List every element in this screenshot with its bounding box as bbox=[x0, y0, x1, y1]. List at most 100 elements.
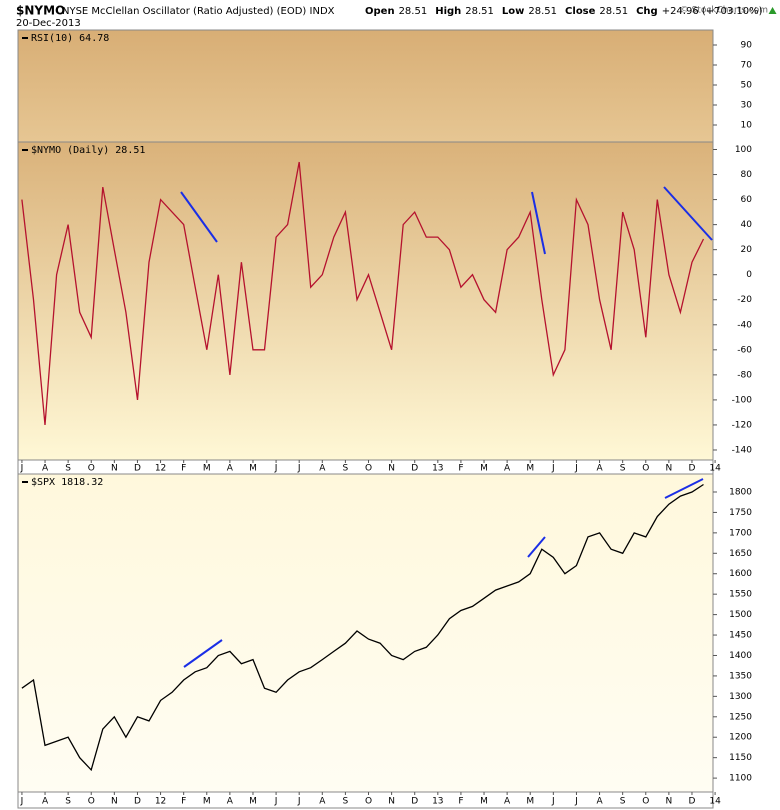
panel-label: $SPX 1818.32 bbox=[31, 477, 103, 488]
trend-line bbox=[664, 478, 704, 499]
x-tick-label: D bbox=[689, 797, 696, 807]
y-tick-label: 1200 bbox=[729, 733, 752, 743]
x-tick-label: A bbox=[227, 464, 234, 474]
y-tick-label: 50 bbox=[741, 81, 753, 91]
quote-label: Chg bbox=[636, 6, 658, 17]
date: 20-Dec-2013 bbox=[16, 18, 81, 29]
x-tick-label: M bbox=[249, 797, 257, 807]
y-tick-label: -120 bbox=[732, 420, 753, 430]
x-tick-label: D bbox=[689, 464, 696, 474]
x-tick-label: 12 bbox=[155, 797, 166, 807]
x-tick-label: A bbox=[504, 464, 511, 474]
x-tick-label: 13 bbox=[432, 797, 443, 807]
y-tick-label: 1700 bbox=[729, 528, 752, 538]
x-tick-label: A bbox=[42, 464, 49, 474]
x-tick-label: S bbox=[343, 797, 349, 807]
x-tick-label: J bbox=[574, 464, 578, 474]
x-tick-label: O bbox=[365, 464, 372, 474]
x-tick-label: A bbox=[42, 797, 49, 807]
y-tick-label: 10 bbox=[741, 121, 753, 131]
quote-value: 28.51 bbox=[599, 6, 628, 17]
y-tick-label: 1100 bbox=[729, 774, 752, 784]
trend-line bbox=[527, 536, 546, 558]
x-tick-label: 12 bbox=[155, 464, 166, 474]
x-tick-label: D bbox=[411, 797, 418, 807]
up-arrow bbox=[768, 7, 777, 14]
series-line bbox=[21, 161, 705, 425]
x-tick-label: F bbox=[181, 797, 186, 807]
index-name: NYSE McClellan Oscillator (Ratio Adjuste… bbox=[62, 6, 335, 17]
credit: © StockCharts.com bbox=[680, 6, 768, 16]
y-tick-label: -100 bbox=[732, 395, 753, 405]
y-tick-label: 90 bbox=[741, 41, 753, 51]
quote: Open 28.51 High 28.51 Low 28.51 Close 28.51 Chg +… bbox=[365, 6, 777, 17]
y-tick-label: -140 bbox=[732, 445, 753, 455]
symbol: $NYMO bbox=[16, 4, 65, 18]
quote-label: Close bbox=[565, 6, 596, 17]
y-tick-label: -40 bbox=[737, 320, 752, 330]
spx-panel bbox=[17, 473, 714, 793]
x-tick-label: M bbox=[526, 464, 534, 474]
quote-value: 28.51 bbox=[528, 6, 557, 17]
x-tick-label: 13 bbox=[432, 464, 443, 474]
y-tick-label: 1150 bbox=[729, 753, 752, 763]
quote-label: High bbox=[435, 6, 461, 17]
quote-label: Low bbox=[502, 6, 524, 17]
x-tick-label: 14 bbox=[709, 797, 721, 807]
x-tick-label: J bbox=[274, 797, 278, 807]
x-tick-label: A bbox=[596, 797, 603, 807]
x-tick-label: O bbox=[642, 797, 649, 807]
x-tick-label: F bbox=[458, 797, 463, 807]
y-tick-label: 0 bbox=[746, 270, 752, 280]
x-tick-label: J bbox=[274, 464, 278, 474]
x-axis-strip bbox=[17, 459, 714, 475]
x-tick-label: N bbox=[111, 797, 118, 807]
x-tick-label: D bbox=[411, 464, 418, 474]
y-tick-label: 1750 bbox=[729, 508, 752, 518]
y-tick-label: 1400 bbox=[729, 651, 752, 661]
x-tick-label: S bbox=[620, 464, 626, 474]
y-tick-label: 1450 bbox=[729, 631, 752, 641]
quote-value: +24.96 (+703.10%) bbox=[662, 6, 763, 17]
x-tick-label: D bbox=[134, 464, 141, 474]
x-tick-label: M bbox=[480, 464, 488, 474]
x-tick-label: J bbox=[297, 797, 301, 807]
x-tick-label: M bbox=[203, 797, 211, 807]
x-tick-label: S bbox=[620, 797, 626, 807]
trend-line bbox=[531, 191, 546, 255]
x-tick-label: F bbox=[181, 464, 186, 474]
x-tick-label: J bbox=[551, 797, 555, 807]
y-tick-label: 70 bbox=[741, 61, 753, 71]
x-tick-label: A bbox=[319, 464, 326, 474]
x-tick-label: J bbox=[20, 797, 24, 807]
x-tick-label: F bbox=[458, 464, 463, 474]
x-tick-label: M bbox=[203, 464, 211, 474]
y-tick-label: 1500 bbox=[729, 610, 752, 620]
x-tick-label: M bbox=[526, 797, 534, 807]
x-tick-label: M bbox=[480, 797, 488, 807]
x-tick-label: N bbox=[111, 464, 118, 474]
y-tick-label: 1600 bbox=[729, 569, 752, 579]
x-tick-label: 14 bbox=[709, 464, 721, 474]
y-tick-label: 40 bbox=[741, 220, 753, 230]
y-tick-label: 80 bbox=[741, 170, 753, 180]
trend-line bbox=[183, 639, 223, 668]
trend-line bbox=[663, 186, 713, 241]
y-tick-label: 1650 bbox=[729, 549, 752, 559]
x-tick-label: S bbox=[343, 464, 349, 474]
quote-label: Open bbox=[365, 6, 395, 17]
x-tick-label: J bbox=[20, 464, 24, 474]
series-line bbox=[21, 483, 704, 772]
nymo-panel bbox=[17, 141, 714, 461]
x-tick-label: J bbox=[297, 464, 301, 474]
panel-label: RSI(10) 64.78 bbox=[31, 33, 109, 44]
x-tick-label: S bbox=[65, 464, 71, 474]
y-tick-label: 1250 bbox=[729, 712, 752, 722]
y-tick-label: 100 bbox=[735, 145, 752, 155]
y-tick-label: 1550 bbox=[729, 590, 752, 600]
x-tick-label: A bbox=[227, 797, 234, 807]
y-tick-label: 20 bbox=[741, 245, 753, 255]
quote-value: 28.51 bbox=[399, 6, 428, 17]
x-tick-label: N bbox=[666, 464, 673, 474]
